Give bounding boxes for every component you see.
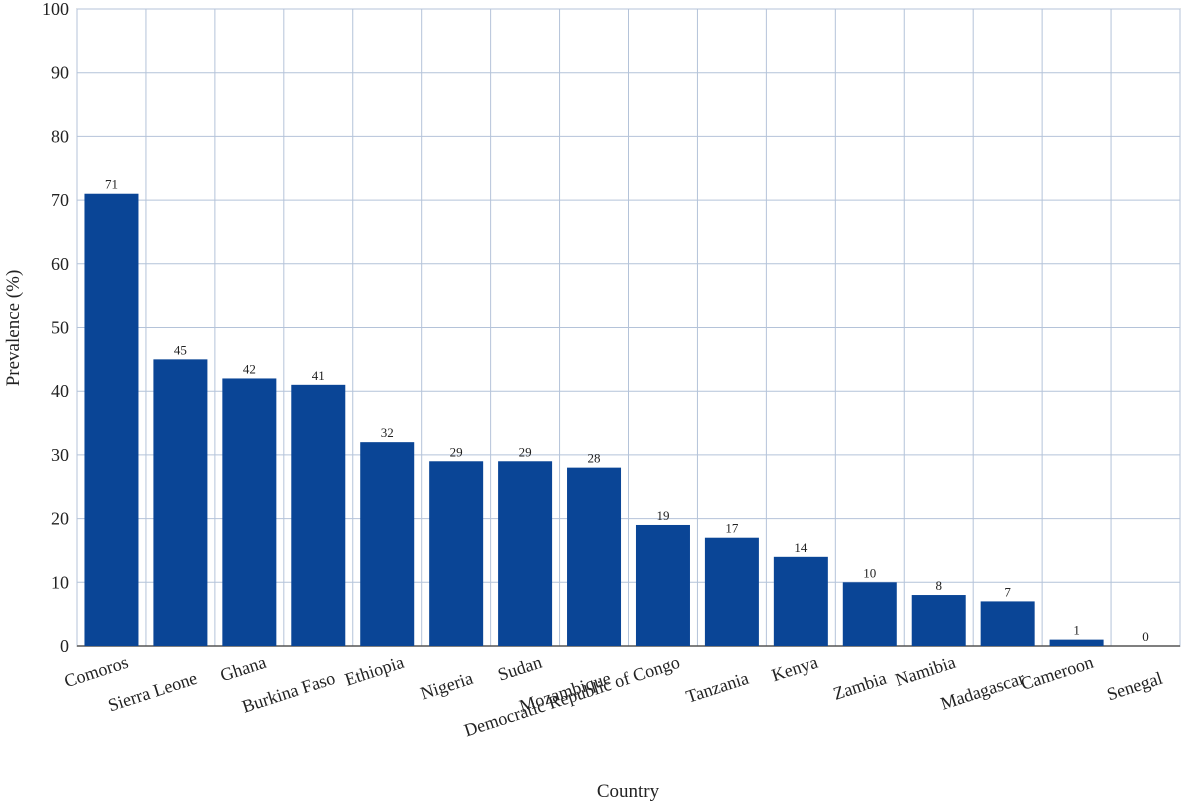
data-label: 17 xyxy=(725,521,739,536)
data-label: 7 xyxy=(1004,584,1011,599)
x-tick-label: Sudan xyxy=(495,652,544,685)
y-axis-ticks: 0 10 20 30 40 50 60 70 80 90 100 xyxy=(42,0,69,656)
x-axis-title: Country xyxy=(597,781,660,802)
bar xyxy=(567,467,622,646)
data-label: 29 xyxy=(519,444,532,459)
x-tick-label: Ethiopia xyxy=(342,652,406,690)
bar xyxy=(1049,639,1104,646)
bar xyxy=(291,384,346,646)
y-tick-label: 10 xyxy=(51,572,69,592)
data-label: 32 xyxy=(381,425,394,440)
bar xyxy=(429,461,484,646)
data-label: 10 xyxy=(863,565,876,580)
y-tick-label: 80 xyxy=(51,126,69,146)
bar xyxy=(84,193,139,647)
x-tick-label: Namibia xyxy=(893,652,958,690)
x-tick-label: Senegal xyxy=(1104,668,1164,705)
bar xyxy=(842,582,897,646)
data-label: 29 xyxy=(450,444,463,459)
x-tick-label: Zambia xyxy=(831,668,889,704)
x-tick-label: Kenya xyxy=(769,652,820,686)
y-tick-label: 20 xyxy=(51,509,69,529)
data-label: 19 xyxy=(656,508,669,523)
data-label: 71 xyxy=(105,177,118,192)
bar xyxy=(911,595,966,646)
bar xyxy=(635,524,690,646)
x-tick-label: Sierra Leone xyxy=(106,668,200,716)
y-axis-title: Prevalence (%) xyxy=(3,270,24,387)
bar xyxy=(360,442,415,646)
data-label: 42 xyxy=(243,361,256,376)
data-label: 1 xyxy=(1073,623,1080,638)
bar xyxy=(773,556,828,646)
x-tick-label: Ghana xyxy=(218,652,269,686)
y-tick-label: 90 xyxy=(51,63,69,83)
data-label: 45 xyxy=(174,342,187,357)
x-tick-label: Comoros xyxy=(62,652,131,691)
data-label: 0 xyxy=(1142,629,1149,644)
x-tick-label: Madagascar xyxy=(938,668,1027,714)
y-tick-label: 100 xyxy=(42,0,69,19)
data-label: 28 xyxy=(588,451,601,466)
bars xyxy=(84,193,1104,647)
x-tick-label: Cameroon xyxy=(1018,652,1095,694)
data-label: 14 xyxy=(794,540,808,555)
y-tick-label: 40 xyxy=(51,381,69,401)
bar xyxy=(222,378,277,646)
x-tick-label: Nigeria xyxy=(418,668,476,704)
y-tick-label: 50 xyxy=(51,318,69,338)
y-tick-label: 70 xyxy=(51,190,69,210)
bar xyxy=(153,359,208,646)
bar xyxy=(704,537,759,646)
bar xyxy=(980,601,1035,646)
y-tick-label: 60 xyxy=(51,254,69,274)
data-label: 41 xyxy=(312,368,325,383)
data-label: 8 xyxy=(935,578,942,593)
x-tick-label: Tanzania xyxy=(683,668,751,707)
y-tick-label: 0 xyxy=(60,636,69,656)
bar xyxy=(498,461,553,646)
y-tick-label: 30 xyxy=(51,445,69,465)
